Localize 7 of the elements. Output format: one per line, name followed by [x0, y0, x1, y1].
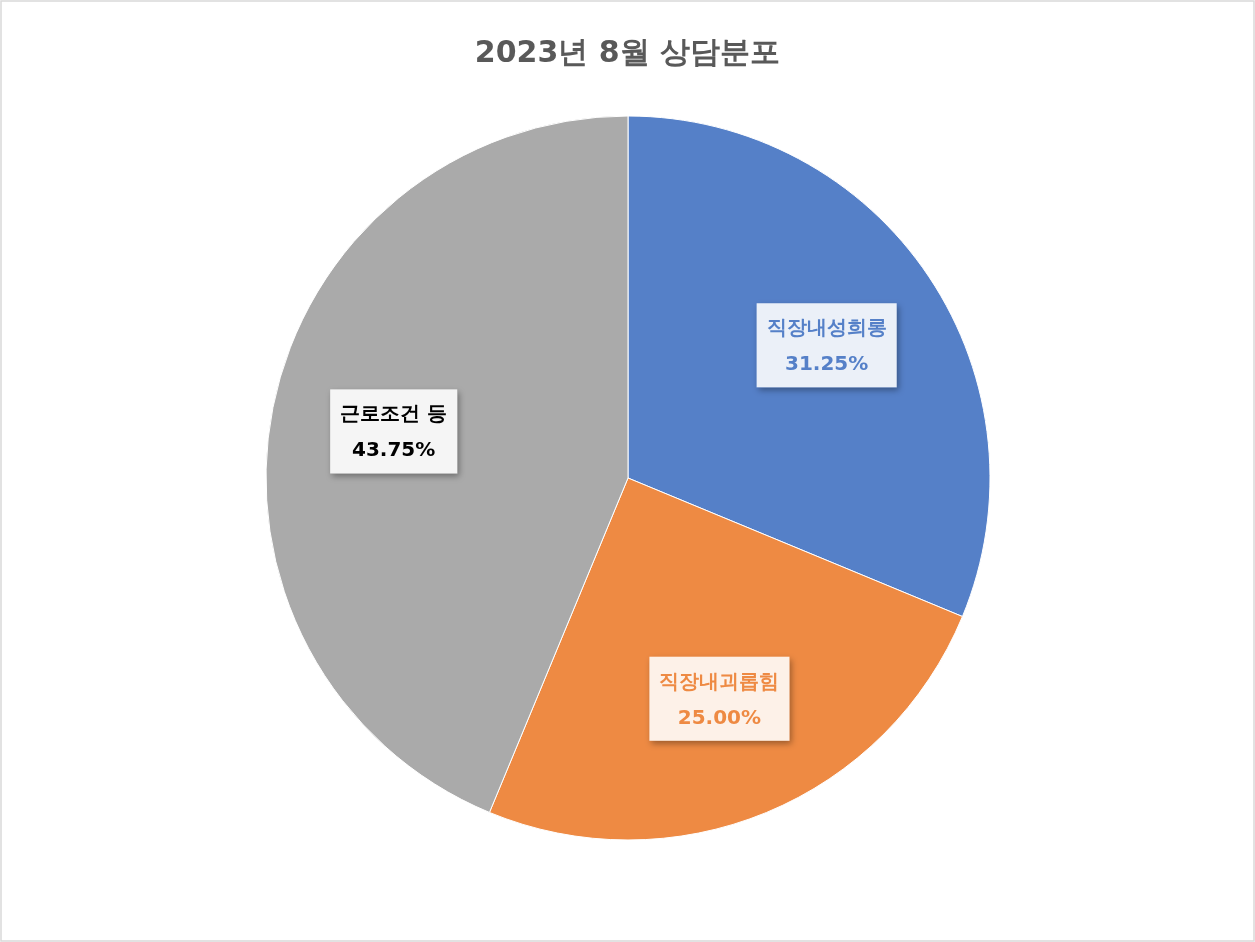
data-label: 25.00%	[677, 704, 762, 729]
slice-label: 직장내성희롱	[766, 315, 887, 340]
chart-title: 2023년 8월 상담분포	[474, 34, 781, 69]
data-label: 31.25%	[785, 351, 869, 376]
slice-label: 근로조건 등	[340, 401, 448, 426]
slice-label: 직장내괴롭힘	[659, 668, 780, 693]
data-label: 43.75%	[352, 437, 436, 462]
